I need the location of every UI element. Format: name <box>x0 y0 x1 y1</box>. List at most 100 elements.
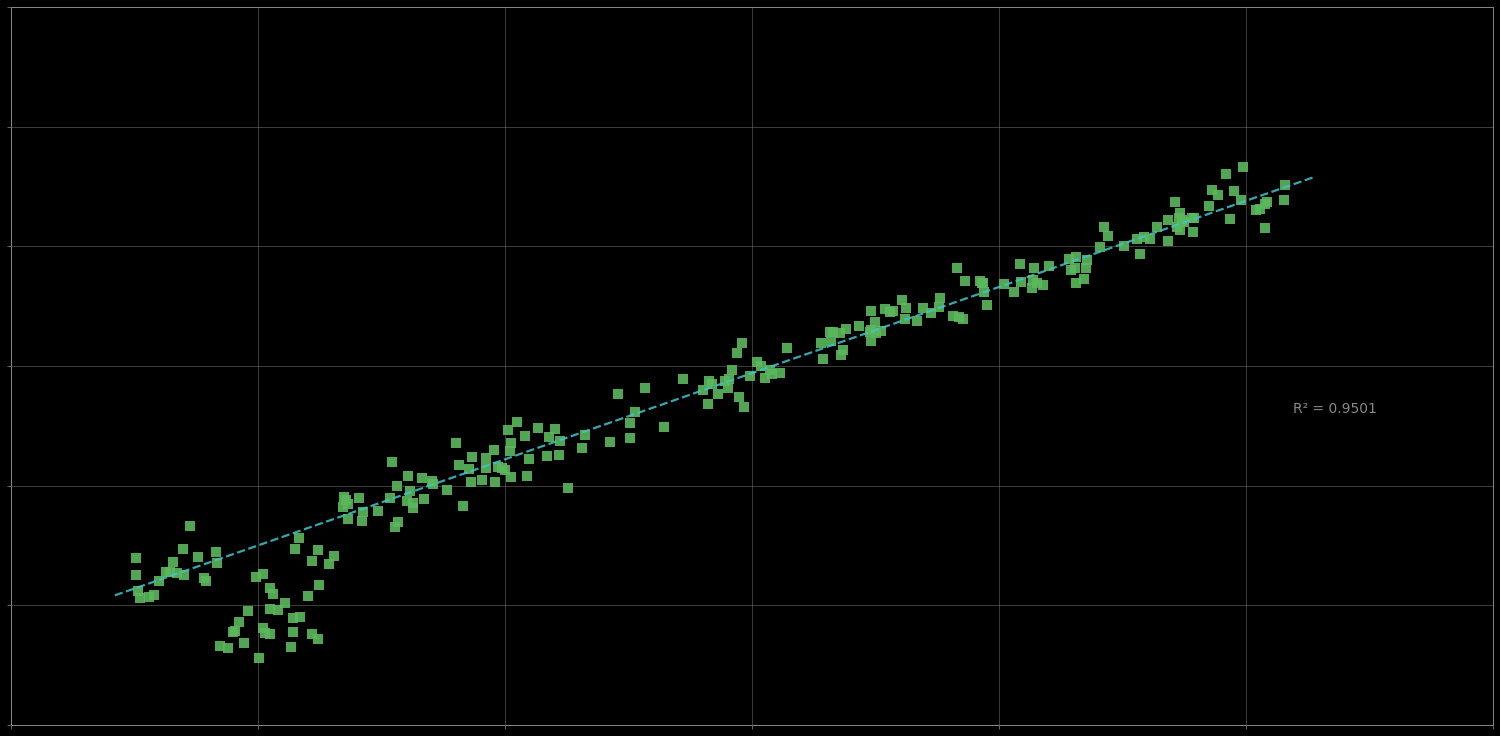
Point <box>910 302 934 314</box>
Point <box>1076 254 1100 266</box>
Point <box>864 327 888 339</box>
Point <box>1072 274 1096 286</box>
Point <box>975 300 999 311</box>
Point <box>970 277 994 289</box>
Point <box>258 603 282 615</box>
Point <box>606 388 630 400</box>
Point <box>158 566 182 578</box>
Point <box>251 622 274 634</box>
Point <box>1252 222 1276 233</box>
Point <box>828 327 852 339</box>
Point <box>1245 204 1269 216</box>
Point <box>216 642 240 654</box>
Point <box>1008 258 1032 270</box>
Point <box>246 653 270 665</box>
Point <box>624 406 648 417</box>
Point <box>282 543 306 555</box>
Point <box>1256 196 1280 208</box>
Point <box>847 320 871 332</box>
Point <box>288 612 312 623</box>
Point <box>1010 275 1034 287</box>
Point <box>1180 226 1204 238</box>
Point <box>548 435 572 447</box>
Point <box>729 337 753 349</box>
Point <box>186 551 210 562</box>
Point <box>273 597 297 609</box>
Point <box>1172 216 1196 228</box>
Point <box>618 417 642 428</box>
Point <box>206 557 230 569</box>
Point <box>226 616 251 628</box>
Point <box>306 633 330 645</box>
Point <box>927 300 951 312</box>
Point <box>732 401 756 413</box>
Point <box>880 305 904 317</box>
Point <box>351 506 375 518</box>
Point <box>154 566 178 578</box>
Point <box>1020 275 1044 286</box>
Point <box>1112 240 1136 252</box>
Point <box>858 327 882 339</box>
Point <box>1248 203 1272 215</box>
Point <box>129 592 153 604</box>
Point <box>1156 213 1180 225</box>
Point <box>142 589 166 601</box>
Point <box>1144 221 1168 233</box>
Point <box>1168 224 1192 236</box>
Point <box>753 372 777 384</box>
Point <box>537 431 561 442</box>
Point <box>970 277 994 289</box>
Point <box>1156 235 1180 247</box>
Point <box>1200 184 1224 196</box>
Point <box>670 373 694 385</box>
Point <box>748 360 772 372</box>
Point <box>258 583 282 595</box>
Point <box>1197 200 1221 212</box>
Point <box>573 430 597 442</box>
Point <box>1128 248 1152 260</box>
Point <box>526 422 550 434</box>
Point <box>546 450 570 461</box>
Point <box>296 590 320 601</box>
Point <box>382 521 406 533</box>
Point <box>822 326 846 338</box>
Point <box>738 370 762 382</box>
Point <box>124 552 148 564</box>
Point <box>400 497 424 509</box>
Point <box>720 364 744 375</box>
Point <box>556 483 580 495</box>
Point <box>192 572 216 584</box>
Point <box>420 475 444 487</box>
Point <box>1024 277 1048 289</box>
Point <box>1131 231 1155 243</box>
Point <box>513 430 537 442</box>
Point <box>459 476 483 488</box>
Point <box>536 450 560 461</box>
Point <box>859 324 883 336</box>
Point <box>1252 198 1276 210</box>
Point <box>123 569 147 581</box>
Point <box>514 470 538 481</box>
Point <box>244 571 268 583</box>
Point <box>280 612 304 623</box>
Point <box>396 495 420 506</box>
Point <box>918 307 942 319</box>
Point <box>518 453 542 464</box>
Point <box>251 568 274 580</box>
Point <box>1221 185 1245 197</box>
Point <box>927 292 951 304</box>
Point <box>1167 212 1191 224</box>
Point <box>490 462 514 474</box>
Point <box>224 625 248 637</box>
Point <box>486 461 510 473</box>
Point <box>760 368 784 380</box>
Point <box>972 286 996 298</box>
Point <box>940 310 964 322</box>
Point <box>254 628 278 640</box>
Point <box>894 314 918 325</box>
Point <box>204 546 228 558</box>
Point <box>346 492 370 504</box>
Point <box>300 555 324 567</box>
Point <box>859 335 883 347</box>
Point <box>690 384 714 396</box>
